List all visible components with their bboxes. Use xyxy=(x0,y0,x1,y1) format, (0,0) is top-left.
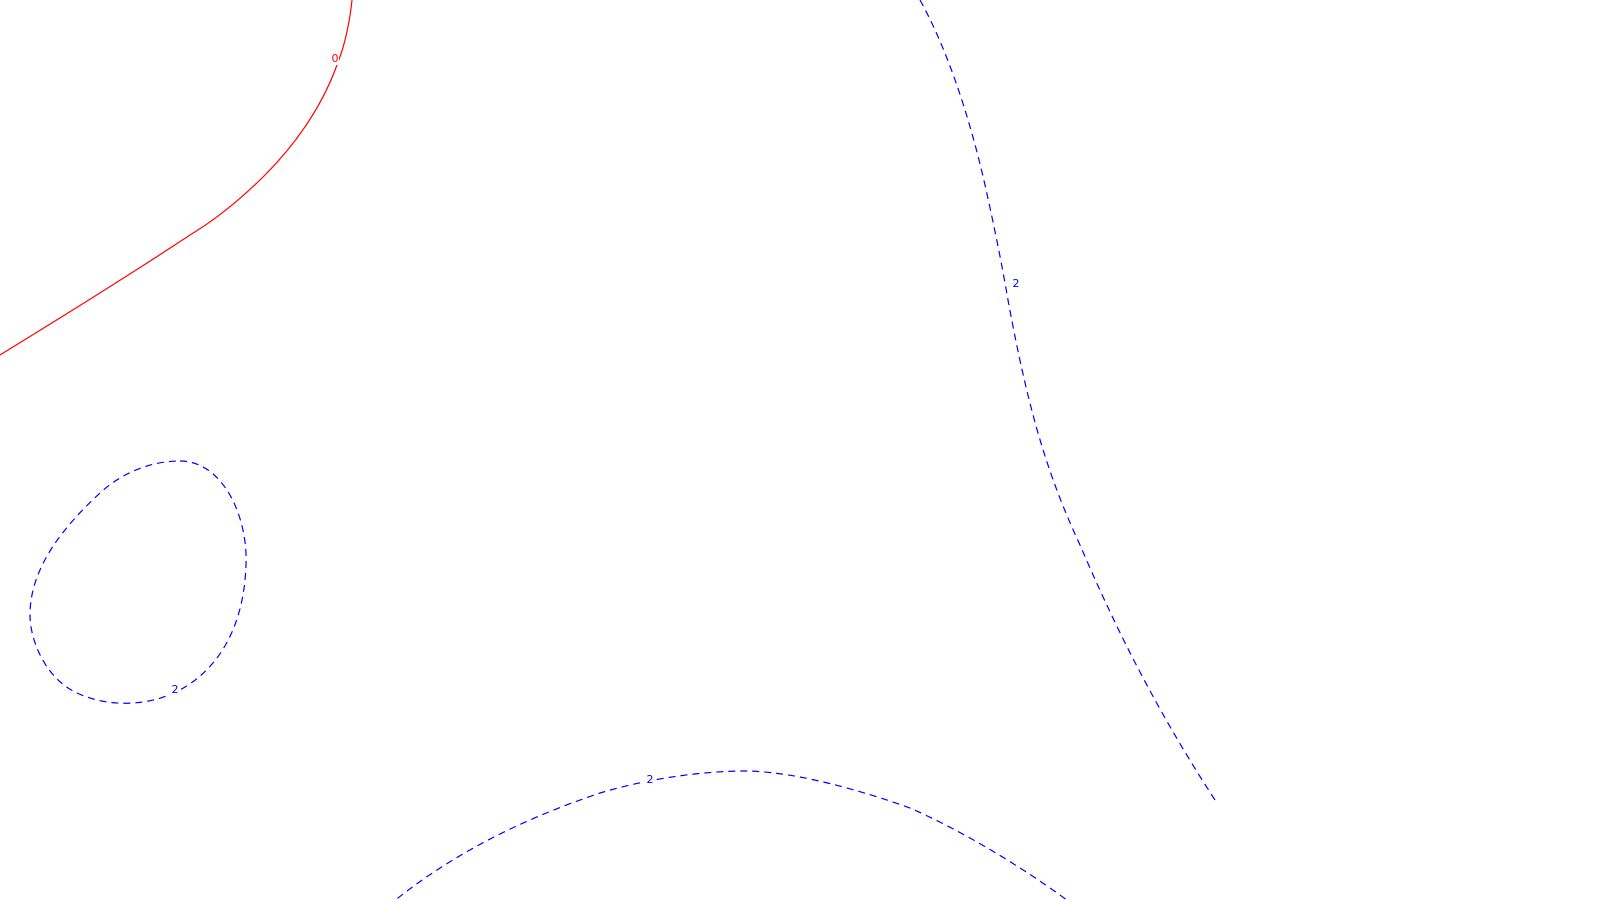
contour-line-level-2-bottom xyxy=(388,771,1075,900)
contour-group-level-2-right: 2 xyxy=(920,0,1215,800)
contour-group-level-0: 0 xyxy=(0,0,352,355)
contour-line-level-0 xyxy=(0,0,352,355)
contour-line-level-2-loop xyxy=(30,461,246,703)
contour-label-level-2-bottom: 2 xyxy=(647,773,654,786)
contour-group-level-2-loop: 2 xyxy=(30,461,246,703)
contour-label-level-2-loop: 2 xyxy=(172,683,179,696)
contour-label-level-0: 0 xyxy=(332,52,339,65)
contour-label-level-2-right: 2 xyxy=(1013,277,1020,290)
contour-group-level-2-bottom: 2 xyxy=(388,771,1075,900)
contour-line-level-2-right xyxy=(920,0,1215,800)
